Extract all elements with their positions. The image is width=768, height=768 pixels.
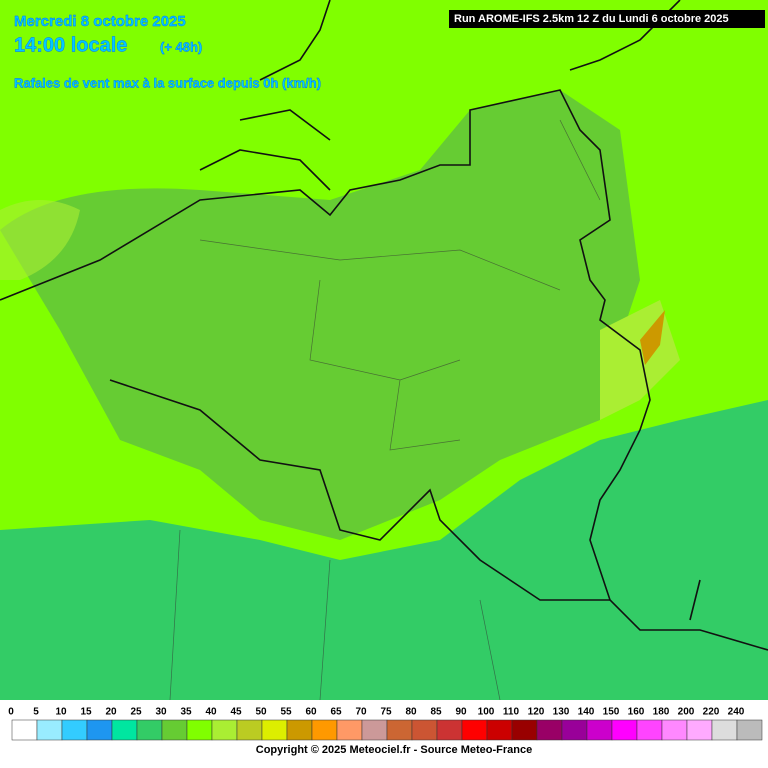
- legend-swatch: [461, 719, 488, 741]
- legend-label: 85: [430, 707, 442, 718]
- legend-label: 0: [8, 707, 14, 718]
- gust-peak: [640, 310, 665, 365]
- legend-swatch: [736, 719, 763, 741]
- legend-label: 90: [455, 707, 467, 718]
- legend-swatch: [261, 719, 288, 741]
- parameter: Rafales de vent max à la surface depuis …: [14, 75, 321, 90]
- legend-swatch: [161, 719, 188, 741]
- legend-swatch: [436, 719, 463, 741]
- legend-swatch: [511, 719, 538, 741]
- legend-swatch: [361, 719, 388, 741]
- lead-time: (+ 48h): [160, 39, 202, 54]
- legend-label: 75: [380, 707, 392, 718]
- legend-label: 35: [180, 707, 192, 718]
- time: 14:00 locale: [14, 34, 127, 56]
- legend-swatch: [286, 719, 313, 741]
- legend-label: 45: [230, 707, 242, 718]
- legend-label: 200: [678, 707, 695, 718]
- legend-label: 120: [528, 707, 545, 718]
- copyright: Copyright © 2025 Meteociel.fr - Source M…: [256, 744, 532, 756]
- legend-swatch: [486, 719, 513, 741]
- legend-label: 140: [578, 707, 595, 718]
- legend-swatch: [86, 719, 113, 741]
- legend-label: 30: [155, 707, 167, 718]
- legend-label: 50: [255, 707, 267, 718]
- legend-swatch: [336, 719, 363, 741]
- legend-swatch: [61, 719, 88, 741]
- legend-swatch: [386, 719, 413, 741]
- legend-swatch: [236, 719, 263, 741]
- coastal-zone: [0, 200, 80, 280]
- legend-label: 60: [305, 707, 317, 718]
- legend-swatch: [211, 719, 238, 741]
- legend-label: 55: [280, 707, 292, 718]
- legend-label: 20: [105, 707, 117, 718]
- legend-swatch: [411, 719, 438, 741]
- legend-swatch: [561, 719, 588, 741]
- legend-swatch: [11, 719, 38, 741]
- legend-swatch: [136, 719, 163, 741]
- legend-swatch: [36, 719, 63, 741]
- run-info: Run AROME-IFS 2.5km 12 Z du Lundi 6 octo…: [454, 13, 729, 25]
- legend: 0 5 10 15 20 25 30 35 40 45 50 55 60 65 70 75 80 85 90 100 1…: [8, 707, 763, 741]
- inland-zone: [0, 90, 640, 540]
- south-zone: [0, 400, 768, 700]
- legend-swatch: [711, 719, 738, 741]
- legend-label: 160: [628, 707, 645, 718]
- borders: [0, 0, 768, 651]
- legend-swatch: [661, 719, 688, 741]
- legend-swatch: [586, 719, 613, 741]
- run-banner: [449, 10, 765, 28]
- legend-label: 40: [205, 707, 217, 718]
- legend-label: 130: [553, 707, 570, 718]
- legend-label: 65: [330, 707, 342, 718]
- legend-label: 5: [33, 707, 39, 718]
- legend-swatch: [186, 719, 213, 741]
- legend-label: 70: [355, 707, 367, 718]
- legend-label: 150: [603, 707, 620, 718]
- legend-label: 100: [478, 707, 495, 718]
- legend-swatch: [636, 719, 663, 741]
- legend-swatch: [536, 719, 563, 741]
- legend-swatch: [111, 719, 138, 741]
- legend-label: 180: [653, 707, 670, 718]
- legend-label: 10: [55, 707, 67, 718]
- legend-swatch: [611, 719, 638, 741]
- legend-label: 220: [703, 707, 720, 718]
- regions: [169, 119, 601, 701]
- legend-label: 240: [728, 707, 745, 718]
- legend-label: 15: [80, 707, 92, 718]
- date: Mercredi 8 octobre 2025: [14, 13, 186, 30]
- legend-label: 25: [130, 707, 142, 718]
- legend-swatch: [311, 719, 338, 741]
- legend-label: 110: [503, 707, 520, 718]
- legend-swatch: [686, 719, 713, 741]
- legend-label: 80: [405, 707, 417, 718]
